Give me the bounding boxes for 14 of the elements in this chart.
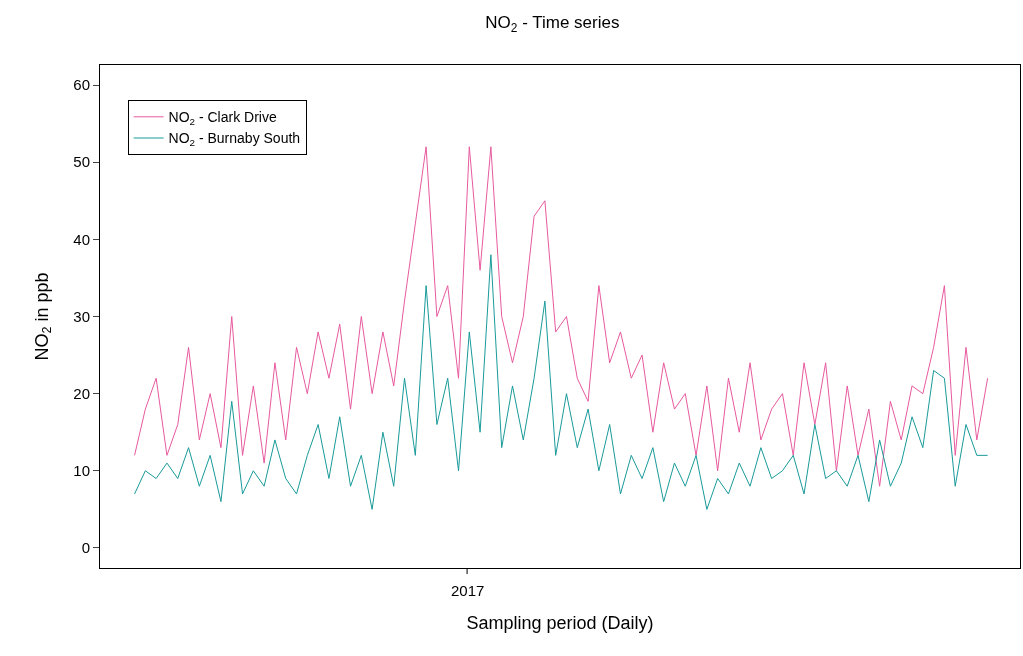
- y-tick-label: 0: [81, 539, 90, 557]
- legend-label: NO$_{2}$ - Burnaby South: [168, 130, 301, 149]
- line-series: [134, 146, 989, 487]
- x-axis-title: Sampling period (Daily): [466, 613, 654, 634]
- legend-label: NO$_{2}$ - Clark Drive: [168, 109, 277, 128]
- y-tick-label: 30: [73, 307, 90, 325]
- text: 2017: [451, 582, 485, 599]
- y-tick-label: 60: [73, 76, 90, 94]
- chart-title: NO$_{2}$ - Time series: [485, 13, 620, 35]
- y-tick-label: 40: [73, 230, 90, 248]
- y-tick-label: 10: [73, 462, 90, 480]
- y-tick-label: 50: [73, 153, 90, 171]
- y-tick-label: 20: [73, 384, 90, 402]
- line-series: [134, 254, 989, 510]
